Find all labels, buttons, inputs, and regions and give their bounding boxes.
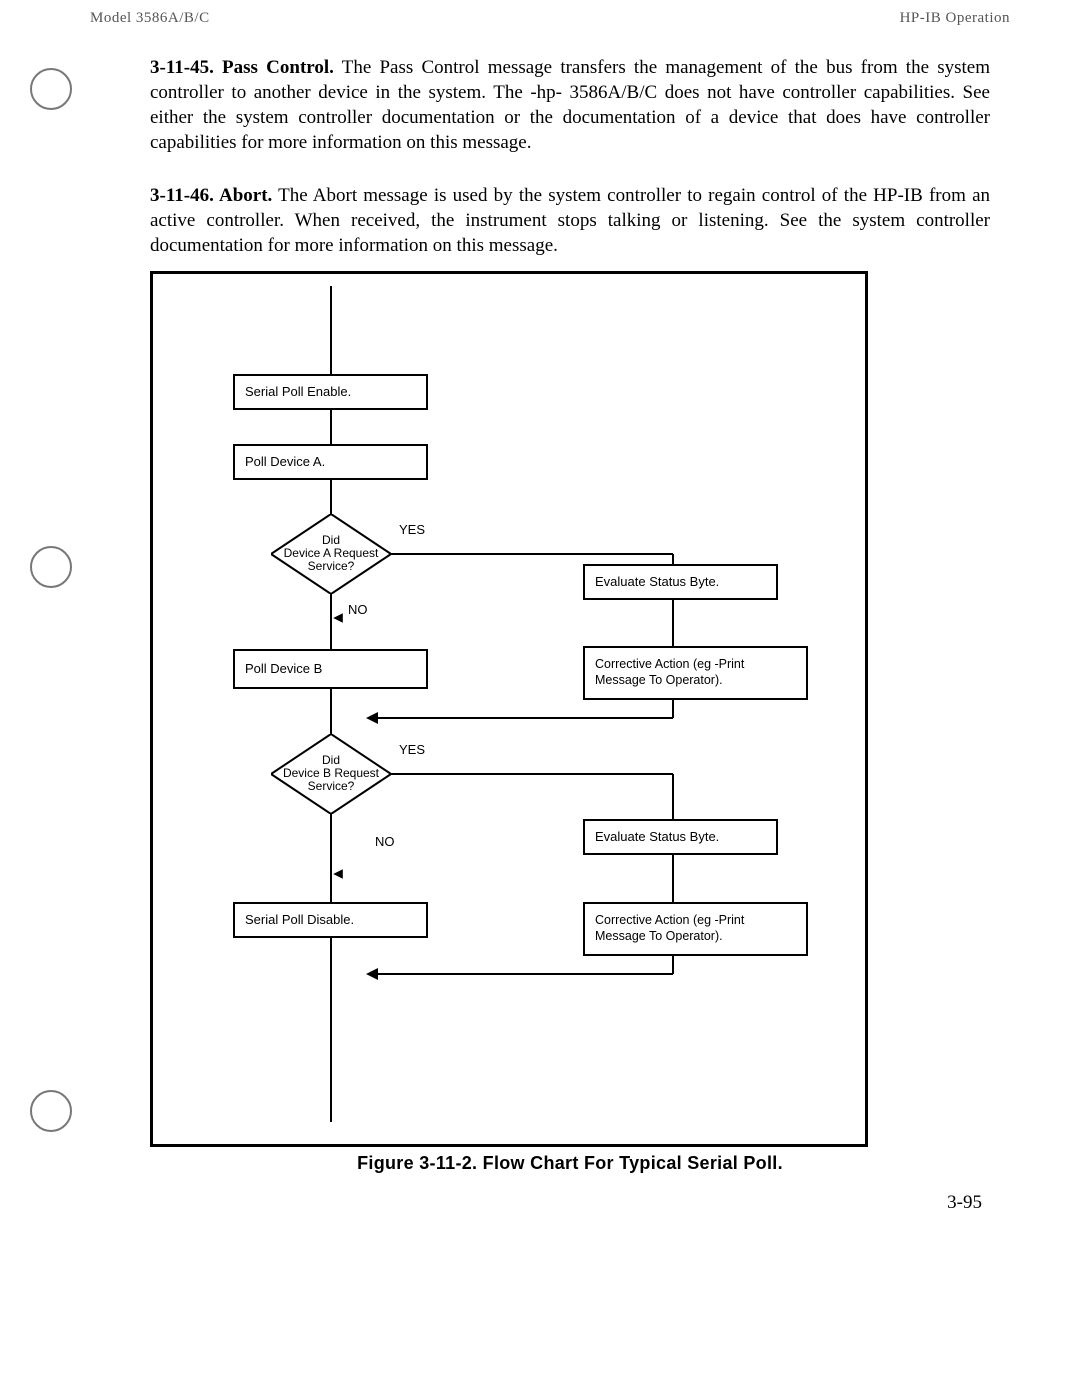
flow-box-evalB: Evaluate Status Byte.: [583, 819, 778, 855]
flowchart-figure: Serial Poll Enable. Poll Device A. DidDevi…: [150, 271, 868, 1147]
flow-edge: [672, 554, 674, 564]
flow-box-evalA: Evaluate Status Byte.: [583, 564, 778, 600]
flow-edge: [391, 553, 673, 555]
flow-box-enable: Serial Poll Enable.: [233, 374, 428, 410]
flow-edge: [672, 700, 674, 718]
running-header: Model 3586A/B/C HP-IB Operation: [90, 10, 1010, 27]
flow-edge: [330, 480, 332, 514]
flow-box-corrA: Corrective Action (eg -Print Message To …: [583, 646, 808, 700]
flow-edge: [330, 814, 332, 902]
flow-decision-decB: DidDevice B RequestService?: [271, 734, 391, 814]
merge-arrow-icon: [333, 613, 343, 623]
flow-decision-decA: DidDevice A RequestService?: [271, 514, 391, 594]
arrow-left-icon: [366, 968, 378, 980]
flow-edge: [391, 773, 673, 775]
flow-edge: [378, 717, 673, 719]
figure-caption: Figure 3-11-2. Flow Chart For Typical Se…: [150, 1153, 990, 1174]
flow-edge: [672, 855, 674, 902]
flow-edge: [330, 286, 332, 374]
flow-box-disable: Serial Poll Disable.: [233, 902, 428, 938]
paragraph-pass-control: 3-11-45. Pass Control. The Pass Control …: [150, 55, 990, 155]
flow-edge: [330, 410, 332, 444]
page-number: 3-95: [150, 1192, 982, 1214]
flow-edge: [330, 938, 332, 1122]
header-right: HP-IB Operation: [900, 10, 1010, 27]
paragraph-abort: 3-11-46. Abort. The Abort message is use…: [150, 183, 990, 258]
flow-box-pollB: Poll Device B: [233, 649, 428, 689]
flow-box-pollA: Poll Device A.: [233, 444, 428, 480]
flow-edge: [378, 973, 673, 975]
para-body: The Abort message is used by the system …: [150, 185, 990, 256]
arrow-left-icon: [366, 712, 378, 724]
flow-edge: [672, 600, 674, 646]
flow-edge: [330, 689, 332, 734]
flow-box-corrB: Corrective Action (eg -Print Message To …: [583, 902, 808, 956]
flow-label-no2: NO: [375, 834, 395, 849]
para-lead: 3-11-45. Pass Control.: [150, 57, 334, 78]
flow-edge: [330, 594, 332, 649]
header-left: Model 3586A/B/C: [90, 10, 210, 27]
flow-label-yes1: YES: [399, 522, 425, 537]
flow-edge: [672, 774, 674, 819]
page: Model 3586A/B/C HP-IB Operation 3-11-45.…: [0, 0, 1080, 1214]
flow-label-no1: NO: [348, 602, 368, 617]
flow-label-yes2: YES: [399, 742, 425, 757]
flow-edge: [672, 956, 674, 974]
para-lead: 3-11-46. Abort.: [150, 185, 272, 206]
merge-arrow-icon: [333, 869, 343, 879]
